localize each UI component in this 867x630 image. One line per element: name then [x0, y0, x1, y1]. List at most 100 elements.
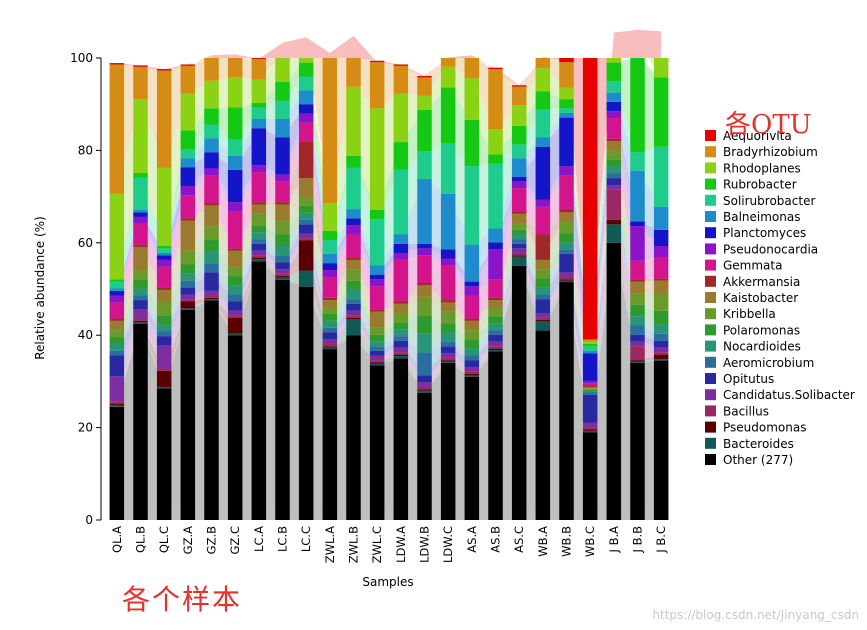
bar-segment-planctomyces: [535, 146, 551, 200]
bar-segment-bacillus: [606, 189, 622, 220]
bar-segment-candidatus-solibacter: [156, 345, 172, 369]
legend-label: Bacteroides: [723, 437, 794, 451]
bar-segment-balneimonas: [535, 137, 551, 147]
bar-segment-solirubrobacter: [630, 152, 645, 171]
bar-segment-bradyrhizobium: [464, 58, 480, 79]
legend-item: Planctomyces: [705, 226, 806, 240]
bar-segment-bradyrhizobium: [322, 58, 338, 204]
bar-segment-other-277-: [109, 406, 125, 520]
bar-segment-bacillus: [275, 273, 290, 277]
bar-segment-rubrobacter: [417, 109, 432, 152]
bar-segment-solirubrobacter: [393, 169, 409, 235]
bar-segment-bradyrhizobium: [393, 65, 409, 94]
bar-segment-solirubrobacter: [180, 149, 196, 159]
bar-segment-candidatus-solibacter: [204, 290, 219, 296]
bar-segment-pseudonocardia: [535, 199, 551, 207]
bar-segment-planctomyces: [417, 243, 432, 249]
bar-segment-planctomyces: [133, 212, 148, 217]
band-bacillus: [116, 189, 662, 430]
bar-segment-bacillus: [322, 343, 338, 347]
bar-segment-planctomyces: [298, 104, 314, 114]
x-tick-label: LDW.A: [394, 526, 408, 563]
bar-segment-nocardioides: [298, 212, 314, 220]
bar-segment-bradyrhizobium: [535, 58, 551, 69]
legend-label: Gemmata: [723, 259, 782, 273]
bar-segment-bradyrhizobium: [417, 77, 432, 96]
bar-segment-solirubrobacter: [251, 107, 267, 119]
bar-segment-kribbella: [204, 226, 219, 241]
bar-segment-pseudomonas: [322, 346, 338, 348]
legend-swatch: [705, 194, 716, 206]
bar-segment-pseudonocardia: [156, 259, 172, 267]
bar-segment-rhodoplanes: [511, 105, 527, 126]
bar-segment-pseudonocardia: [346, 225, 361, 235]
bar-segment-gemmata: [630, 260, 645, 280]
bar-segment-bacteroides: [109, 405, 125, 407]
bar-segment-candidatus-solibacter: [393, 347, 409, 353]
bar-gz-a: [180, 64, 196, 520]
bar-segment-gemmata: [488, 279, 503, 298]
bar-segment-rhodoplanes: [606, 58, 622, 63]
bar-segment-bacteroides: [653, 359, 669, 361]
bar-segment-pseudomonas: [511, 255, 527, 257]
bar-segment-nocardioides: [369, 341, 385, 347]
bar-segment-aeromicrobium: [369, 346, 385, 351]
legend-item: Solirubrobacter: [705, 194, 815, 208]
bar-segment-opitutus: [535, 299, 551, 314]
bar-segment-balneimonas: [346, 209, 361, 219]
bar-segment-pseudonocardia: [440, 258, 456, 266]
bar-segment-candidatus-solibacter: [227, 310, 243, 316]
bar-segment-planctomyces: [251, 128, 267, 166]
bar-segment-balneimonas: [369, 265, 385, 275]
legend-swatch: [705, 356, 716, 368]
bar-segment-other-277-: [606, 242, 622, 521]
bar-segment-kribbella: [464, 330, 480, 340]
bar-segment-other-277-: [346, 335, 361, 520]
bar-segment-candidatus-solibacter: [630, 341, 645, 347]
bar-segment-polaromonas: [322, 313, 338, 321]
bar-segment-balneimonas: [511, 158, 527, 177]
bar-segment-pseudomonas: [440, 360, 456, 362]
bar-segment-other-277-: [488, 351, 503, 520]
bar-segment-opitutus: [440, 346, 456, 354]
bar-segment-candidatus-solibacter: [133, 309, 148, 319]
bar-segment-planctomyces: [582, 353, 598, 381]
legend-swatch: [705, 454, 716, 465]
bar-segment-opitutus: [156, 336, 172, 346]
bar-segment-balneimonas: [180, 158, 196, 168]
bar-segment-kaistobacter: [606, 141, 622, 151]
bar-segment-polaromonas: [630, 304, 645, 317]
legend-item: Pseudonocardia: [705, 242, 818, 256]
bar-segment-opitutus: [488, 334, 503, 342]
x-tick-label: WB.B: [560, 526, 574, 557]
bar-segment-nocardioides: [535, 287, 551, 295]
bar-segment-candidatus-solibacter: [369, 355, 385, 361]
bar-segment-aeromicrobium: [464, 355, 480, 361]
bar-segment-rubrobacter: [251, 102, 267, 108]
bar-segment-bradyrhizobium: [109, 64, 125, 194]
bar-segment-nocardioides: [227, 285, 243, 295]
bar-segment-akkermansia: [417, 282, 432, 286]
bar-segment-gemmata: [440, 265, 456, 301]
bar-segment-bradyrhizobium: [346, 58, 361, 87]
bar-segment-bacteroides: [298, 270, 314, 287]
bar-segment-kaistobacter: [393, 303, 409, 314]
x-tick-label: LC.A: [252, 526, 266, 552]
y-axis: 0 20 40 60 80 100: [70, 51, 102, 527]
bar-segment-akkermansia: [156, 287, 172, 290]
bar-segment-nocardioides: [204, 251, 219, 264]
bar-segment-bradyrhizobium: [511, 86, 527, 106]
bar-segment-planctomyces: [464, 281, 480, 287]
bar-segment-bacillus: [464, 371, 480, 375]
bar-segment-opitutus: [251, 243, 267, 251]
otu-annotation: 各OTU: [725, 110, 812, 140]
bar-segment-opitutus: [346, 303, 361, 311]
bar-wb-b: [559, 58, 574, 520]
bar-segment-pseudonocardia: [227, 202, 243, 212]
bar-ql-b: [133, 65, 148, 520]
bar-segment-solirubrobacter: [559, 108, 574, 113]
bar-segment-solirubrobacter: [464, 166, 480, 245]
bar-segment-bradyrhizobium: [369, 62, 385, 109]
legend-item: Polaromonas: [705, 323, 800, 337]
